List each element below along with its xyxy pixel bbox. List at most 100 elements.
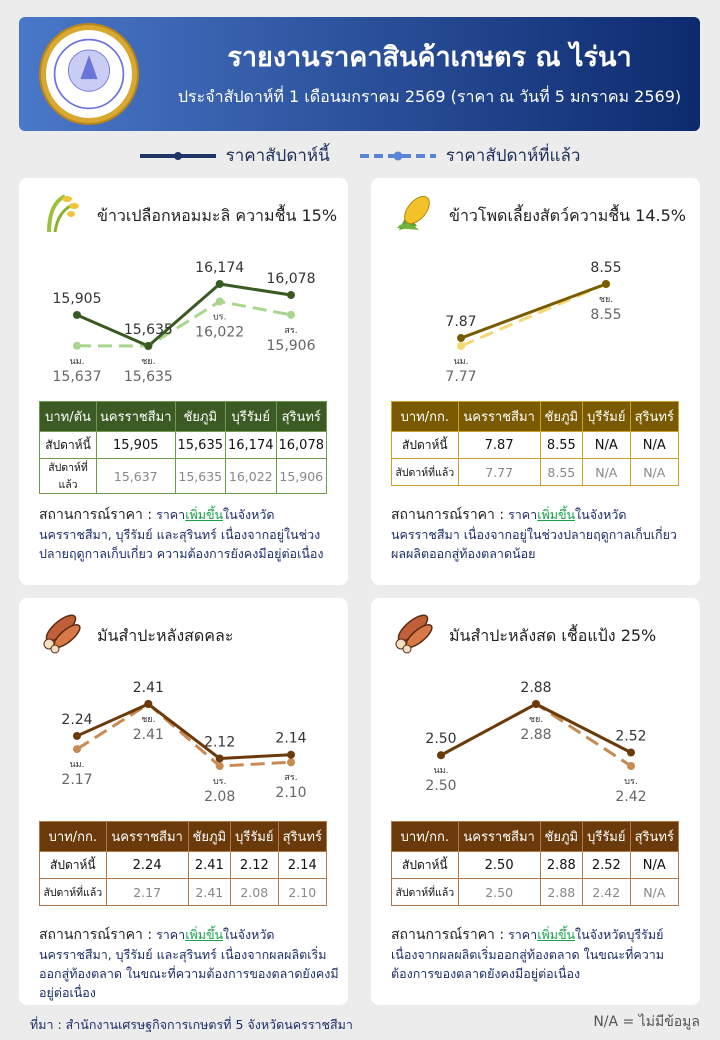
status-label: สถานการณ์ราคา : — [391, 507, 505, 523]
commodity-card: มันสำปะหลังสด เชื้อแป้ง 25% 2.50 นม. 2.50 2… — [371, 598, 700, 1005]
current-point — [457, 334, 465, 343]
province-header: บุรีรัมย์ — [225, 401, 277, 432]
commodity-card: มันสำปะหลังสดคละ 2.24 นม. 2.17 2.41 ชย. 2.41 2… — [19, 598, 348, 1005]
current-value-label: 8.55 — [590, 260, 621, 276]
price-cell: 2.12 — [230, 851, 279, 879]
current-point — [215, 754, 224, 763]
table-row: สัปดาห์ที่แล้ว 7.77 8.55 N/A N/A — [391, 458, 680, 486]
price-cell: 15,637 — [96, 458, 176, 494]
province-header: นครราชสีมา — [105, 821, 189, 852]
report-header: รายงานราคาสินค้าเกษตร ณ ไร่นา ประจำสัปดา… — [19, 17, 700, 131]
current-value-label: 2.41 — [133, 680, 164, 696]
province-abbr-label: ชย. — [529, 715, 543, 725]
status-trend: เพิ่มขึ้น — [185, 507, 224, 522]
row-label: สัปดาห์ที่แล้ว — [38, 458, 98, 494]
current-value-label: 2.52 — [615, 729, 646, 745]
current-value-label: 15,635 — [124, 322, 173, 338]
province-header: สุรินทร์ — [275, 401, 327, 432]
price-line-chart: 7.87 นม. 7.77 8.55 ชย. 8.55 — [445, 260, 621, 385]
price-status: สถานการณ์ราคา : ราคาเพิ่มขึ้นในจังหวัดบุ… — [391, 925, 691, 983]
province-header: สุรินทร์ — [629, 821, 680, 852]
price-cell: N/A — [629, 431, 680, 459]
price-table: บาท/กก. นครราชสีมา ชัยภูมิ บุรีรัมย์ สุรินทร… — [391, 401, 680, 486]
province-header: นครราชสีมา — [457, 821, 541, 852]
table-row: สัปดาห์ที่แล้ว 2.50 2.88 2.42 N/A — [391, 878, 680, 906]
status-text: ราคา — [156, 927, 186, 942]
current-point — [73, 731, 81, 740]
province-abbr-label: ชย. — [141, 715, 155, 725]
province-abbr-label: สร. — [284, 773, 297, 783]
page-title: รายงานราคาสินค้าเกษตร ณ ไร่นา — [227, 42, 632, 73]
price-line-chart: 2.50 นม. 2.50 2.88 ชย. 2.88 2.52 บร. 2.42 — [425, 680, 646, 805]
price-cell: N/A — [582, 431, 631, 459]
price-status: สถานการณ์ราคา : ราคาเพิ่มขึ้นในจังหวัดนค… — [39, 505, 339, 563]
unit-header: บาท/กก. — [39, 821, 107, 852]
status-label: สถานการณ์ราคา : — [39, 927, 153, 943]
current-point — [144, 342, 153, 350]
cassava-icon — [393, 610, 435, 654]
previous-point — [457, 342, 465, 350]
province-header: บุรีรัมย์ — [582, 401, 631, 432]
previous-value-label: 2.41 — [133, 727, 164, 743]
province-abbr-label: นม. — [70, 357, 85, 367]
source-note: ที่มา : สำนักงานเศรษฐกิจการเกษตรที่ 5 จั… — [30, 1017, 353, 1032]
previous-value-label: 2.88 — [520, 727, 551, 743]
price-cell: 2.17 — [105, 878, 189, 906]
current-point — [73, 310, 81, 319]
current-point — [532, 700, 540, 708]
price-cell: 2.08 — [230, 878, 279, 906]
previous-value-label: 15,637 — [53, 369, 102, 385]
unit-header: บาท/กก. — [391, 821, 459, 852]
province-abbr-label: บร. — [624, 777, 637, 787]
price-cell: 2.88 — [539, 851, 584, 879]
price-cell: N/A — [629, 458, 680, 486]
price-cell: 15,906 — [275, 458, 327, 494]
province-abbr-label: นม. — [434, 766, 449, 776]
previous-value-label: 2.10 — [275, 785, 306, 801]
current-point — [215, 280, 224, 288]
price-table: บาท/กก. นครราชสีมา ชัยภูมิ บุรีรัมย์ สุรินทร… — [391, 821, 680, 906]
legend-previous-label: ราคาสัปดาห์ที่แล้ว — [445, 146, 581, 166]
current-point — [287, 291, 295, 300]
province-abbr-label: สร. — [284, 326, 297, 336]
status-trend: เพิ่มขึ้น — [537, 507, 576, 522]
previous-point — [627, 762, 635, 770]
price-cell: N/A — [629, 851, 680, 879]
current-point — [602, 280, 610, 288]
current-value-label: 2.50 — [425, 731, 456, 747]
price-cell: 2.50 — [457, 851, 541, 879]
province-abbr-label: ชย. — [141, 357, 155, 367]
price-cell: 15,635 — [174, 431, 226, 459]
row-label: สัปดาห์ที่แล้ว — [391, 878, 459, 906]
price-table: บาท/กก. นครราชสีมา ชัยภูมิ บุรีรัมย์ สุรินทร… — [39, 821, 328, 906]
status-text: ในจังหวัดบุรีรัมย์ เนื่องจากผลผลิตเริ่มอ… — [391, 927, 664, 981]
status-label: สถานการณ์ราคา : — [39, 507, 153, 523]
price-cell: 2.41 — [187, 878, 232, 906]
status-trend: เพิ่มขึ้น — [537, 927, 576, 942]
previous-value-label: 8.55 — [590, 307, 621, 323]
commodity-card: ข้าวโพดเลี้ยงสัตว์ความชื้น 14.5% 7.87 นม.… — [371, 178, 700, 585]
status-trend: เพิ่มขึ้น — [185, 927, 224, 942]
previous-value-label: 16,022 — [195, 324, 244, 340]
previous-value-label: 7.77 — [445, 369, 476, 385]
province-header: สุรินทร์ — [277, 821, 328, 852]
current-value-label: 2.24 — [61, 712, 92, 728]
price-table: บาท/ตัน นครราชสีมา ชัยภูมิ บุรีรัมย์ สุรินทร… — [38, 401, 327, 494]
previous-point — [287, 310, 295, 319]
table-row: สัปดาห์นี้ 2.50 2.88 2.52 N/A — [391, 851, 680, 879]
previous-point — [73, 745, 81, 754]
oae-logo — [41, 25, 137, 123]
rice-icon — [41, 190, 83, 234]
price-cell: 2.42 — [582, 878, 631, 906]
commodity-title: มันสำปะหลังสดคละ — [97, 626, 234, 645]
previous-value-label: 2.50 — [425, 778, 456, 794]
current-value-label: 2.12 — [204, 734, 235, 750]
current-week-line — [76, 702, 292, 761]
previous-point — [73, 341, 81, 350]
price-cell: 2.24 — [105, 851, 189, 879]
province-header: นครราชสีมา — [96, 401, 176, 432]
current-point — [144, 700, 153, 708]
previous-value-label: 2.17 — [61, 772, 92, 788]
commodity-card: ข้าวเปลือกหอมมะลิ ความชื้น 15% 15,905 นม.… — [19, 178, 348, 585]
row-label: สัปดาห์นี้ — [38, 431, 98, 459]
